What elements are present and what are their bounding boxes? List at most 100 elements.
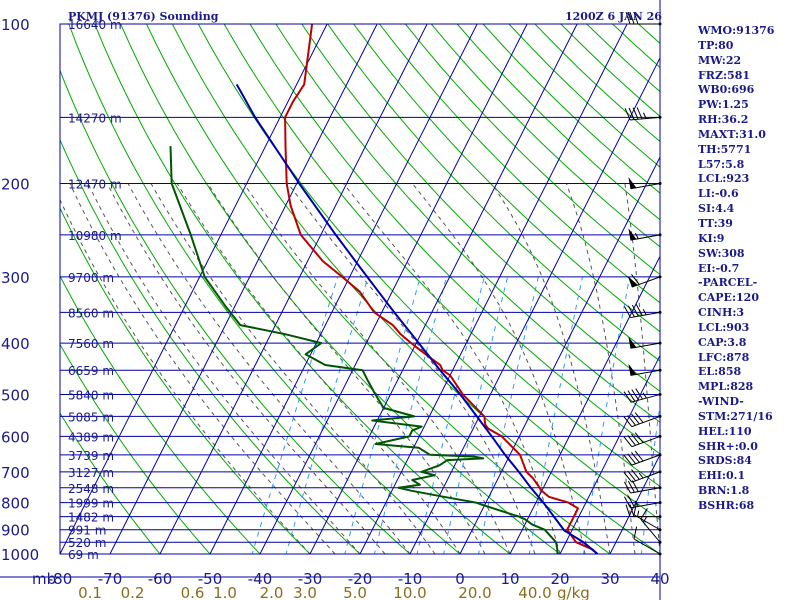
wind-barb-full (634, 412, 644, 423)
height-label: 6659 m (68, 364, 114, 378)
temperature-tick-label: -50 (198, 570, 223, 588)
wind-barb (623, 450, 662, 466)
index-item: BSHR:68 (698, 499, 755, 512)
dry-adiabat (405, 24, 660, 276)
index-item: TP:80 (698, 38, 734, 52)
wind-barb-full (627, 435, 636, 446)
wind-barb-staff (631, 415, 661, 428)
dry-adiabat (60, 343, 211, 554)
wind-barb-full (636, 107, 643, 120)
pressure-tick-label: 500 (1, 386, 30, 404)
wind-barb-staff (631, 471, 661, 483)
pressure-tick-label: 300 (1, 269, 30, 287)
wind-barb-staff (640, 518, 661, 543)
wind-barb (623, 480, 662, 494)
sounding-indices-list: WMO:91376 TP:80 MW:22 FRZ:581 WB0:696 PW:1.25… (698, 24, 800, 514)
wind-barb (623, 412, 662, 428)
wind-barb-full (623, 436, 633, 447)
mixing-ratio-line (583, 276, 631, 554)
wind-barb-staff (630, 116, 661, 121)
wind-barb-station (658, 540, 662, 544)
dry-adiabat (94, 24, 511, 554)
wind-barb-station (658, 115, 662, 119)
mixing-ratio-label: 3.0 (293, 584, 317, 600)
height-label: 5840 m (68, 388, 114, 402)
index-item: CINH:3 (698, 306, 745, 320)
wind-barb (625, 504, 662, 519)
wind-barb-full (623, 306, 631, 318)
temperature-tick-label: 10 (500, 570, 519, 588)
parcel-path (235, 83, 599, 554)
wind-barb-staff (630, 487, 661, 494)
wind-barb-full (623, 416, 633, 427)
index-item: TT:39 (698, 216, 733, 230)
wind-barb-full (623, 481, 631, 494)
wind-barb-staff (633, 538, 661, 555)
dry-adiabat (60, 207, 311, 554)
isotherm-line (60, 24, 328, 554)
wind-barb-staff (631, 435, 661, 448)
wind-barb-station (658, 515, 662, 519)
mixing-ratio-label: 20.0 (458, 584, 491, 600)
mixing-ratio-line (251, 276, 339, 554)
wind-barb (633, 502, 662, 532)
wind-barb-half (642, 516, 648, 523)
index-item: STM:271/16 (698, 409, 773, 423)
wind-barb-station (658, 368, 662, 372)
pressure-tick-label: 900 (1, 522, 30, 540)
wind-barb-station (658, 341, 662, 345)
dry-adiabat (60, 138, 361, 554)
wind-barb-half (636, 510, 640, 517)
wind-barb-half (638, 472, 644, 479)
dry-adiabat (197, 24, 660, 521)
index-item: SI:4.4 (698, 202, 735, 216)
wind-barb-station (658, 486, 662, 490)
mixing-ratio-label: g/kg (557, 584, 590, 600)
wind-barb-flag (628, 176, 637, 189)
index-item: -WIND- (698, 395, 744, 409)
wind-barb-full (625, 504, 631, 517)
mixing-ratio-line (443, 276, 509, 554)
wind-barb-half (634, 232, 639, 239)
sounding-curves (169, 24, 599, 554)
dry-adiabat (120, 24, 561, 554)
index-item: SHR+:0.0 (698, 439, 758, 453)
height-label: 2548 m (68, 482, 114, 496)
index-item: EL:858 (698, 365, 742, 379)
wind-barb (628, 363, 662, 376)
dewpoint-profile (169, 146, 559, 554)
isotherm-line (109, 24, 378, 554)
moist-adiabat (287, 183, 536, 554)
wind-barb (628, 176, 662, 190)
mixing-ratio-label: 1.0 (213, 584, 237, 600)
moist-adiabat (106, 183, 386, 554)
wind-barb-staff (630, 502, 661, 509)
pressure-tick-label: 200 (1, 176, 30, 194)
wind-barb-full (632, 107, 639, 120)
wind-barb (624, 107, 662, 121)
wind-barb-full (633, 526, 638, 540)
temperature-tick-label: 40 (650, 570, 669, 588)
wind-barb-station (658, 275, 662, 279)
wind-barb (623, 432, 662, 448)
temperature-tick-label: -80 (48, 570, 73, 588)
wind-barb-full (625, 11, 631, 25)
temperature-tick-label: -30 (298, 570, 323, 588)
wind-barb-full (623, 454, 633, 466)
index-item: CAPE:120 (698, 291, 759, 305)
moist-adiabat (69, 183, 336, 554)
height-label: 8560 m (68, 306, 114, 320)
wind-barb-half (643, 112, 647, 119)
temperature-profile (284, 24, 599, 554)
wind-barb-half (642, 392, 647, 399)
index-item: LCL:923 (698, 172, 750, 186)
wind-barb (625, 11, 662, 26)
pressure-unit-label: mb (32, 570, 56, 588)
index-item: EI:-0.7 (698, 261, 740, 275)
index-item: KI:9 (698, 231, 725, 245)
wind-barb-station (658, 233, 662, 237)
background-grid (60, 24, 660, 554)
wind-barb-station (658, 528, 662, 532)
mixing-ratio-line (373, 276, 448, 554)
